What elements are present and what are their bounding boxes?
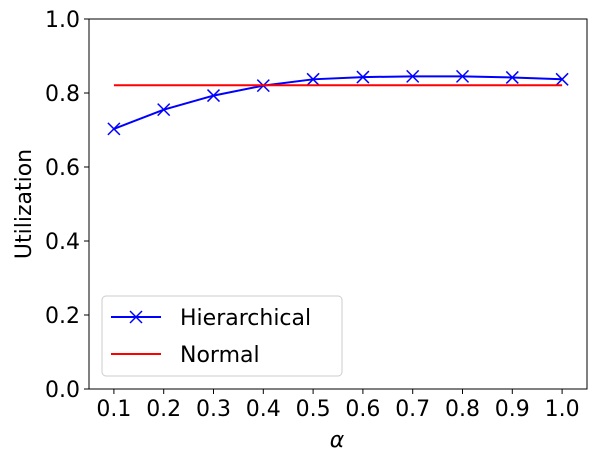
legend-box [101,295,343,377]
series-0-point-7 [455,69,470,83]
series-0-point-2 [206,89,221,103]
x-tick-label-6: 0.7 [395,397,430,422]
plot-area [88,18,588,390]
x-axis-label: α [330,428,345,453]
axes-frame [88,18,588,390]
x-axis: 0.1 0.2 0.3 0.4 0.5 0.6 0.7 0.8 0.9 1.0 [96,389,580,422]
legend-item-0: Hierarchical [111,306,311,331]
y-tick-label-4: 0.8 [45,82,80,107]
y-axis: 0.0 0.2 0.4 0.6 0.8 1.0 [45,8,89,403]
y-tick-label-2: 0.4 [45,230,80,255]
series-0-point-6 [406,69,420,83]
series-line-0 [113,75,563,130]
x-tick-label-0: 0.1 [96,397,131,422]
legend-item-1: Normal [111,343,260,368]
x-tick-label-8: 0.9 [495,397,530,422]
x-tick-label-7: 0.8 [445,397,480,422]
series-0-point-1 [157,103,171,117]
series-0-point-9 [555,72,569,86]
y-axis-label: Utilization [12,149,37,259]
legend-label-0: Hierarchical [180,306,311,331]
series-0-point-8 [505,70,519,84]
x-tick-label-3: 0.4 [246,397,281,422]
x-tick-label-5: 0.6 [345,397,380,422]
y-tick-label-3: 0.6 [45,156,80,181]
y-tick-label-5: 1.0 [45,8,80,33]
legend: Hierarchical Normal [101,295,343,377]
x-tick-label-9: 1.0 [545,397,580,422]
x-tick-label-1: 0.2 [146,397,181,422]
series-0-point-4 [306,72,320,86]
x-tick-label-2: 0.3 [196,397,231,422]
legend-label-1: Normal [180,343,260,368]
series-0-point-5 [356,70,370,84]
x-tick-label-4: 0.5 [296,397,331,422]
y-tick-label-0: 0.0 [45,378,80,403]
y-tick-label-1: 0.2 [45,304,80,329]
series-0-point-0 [107,122,121,136]
